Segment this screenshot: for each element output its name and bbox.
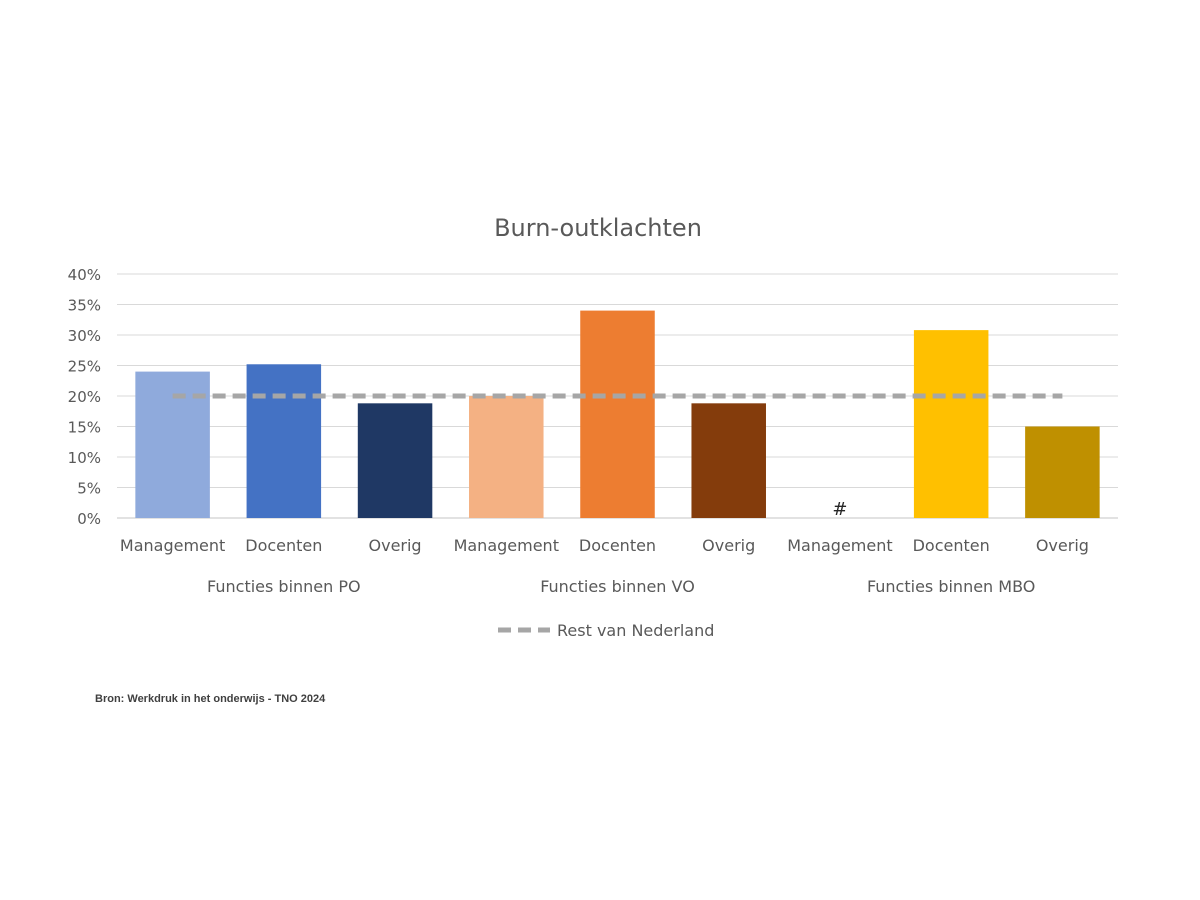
legend: Rest van Nederland bbox=[498, 621, 714, 640]
x-tick-label: Docenten bbox=[579, 536, 656, 555]
chart-title: Burn-outklachten bbox=[494, 214, 702, 242]
group-label: Functies binnen VO bbox=[540, 577, 695, 596]
y-tick-label: 35% bbox=[68, 297, 101, 315]
bars: # bbox=[135, 310, 1100, 520]
y-tick-label: 30% bbox=[68, 327, 101, 345]
bar bbox=[1025, 426, 1100, 518]
group-label: Functies binnen MBO bbox=[867, 577, 1035, 596]
x-tick-label: Overig bbox=[702, 536, 755, 555]
bar bbox=[469, 396, 544, 518]
bar bbox=[246, 364, 322, 518]
x-tick-label: Management bbox=[454, 536, 559, 555]
bar bbox=[357, 403, 433, 518]
y-tick-label: 40% bbox=[68, 266, 101, 284]
group-label: Functies binnen PO bbox=[207, 577, 361, 596]
y-tick-label: 0% bbox=[77, 510, 101, 528]
y-tick-label: 10% bbox=[68, 449, 101, 467]
y-axis-tick-labels: 0% 5% 10% 15% 20% 25% 30% 35% 40% bbox=[68, 266, 101, 528]
x-tick-label: Overig bbox=[1036, 536, 1089, 555]
bar bbox=[913, 330, 989, 518]
y-tick-label: 15% bbox=[68, 419, 101, 437]
bar bbox=[691, 403, 766, 518]
x-tick-label: Docenten bbox=[913, 536, 990, 555]
x-axis-category-labels: Management Docenten Overig Management Docent… bbox=[120, 536, 1089, 555]
x-axis-group-labels: Functies binnen PO Functies binnen VO Func… bbox=[207, 577, 1035, 596]
y-tick-label: 25% bbox=[68, 358, 101, 376]
x-tick-label: Management bbox=[787, 536, 892, 555]
y-tick-label: 5% bbox=[77, 480, 101, 498]
bar bbox=[580, 310, 655, 518]
y-tick-label: 20% bbox=[68, 388, 101, 406]
x-tick-label: Overig bbox=[369, 536, 422, 555]
no-data-marker: # bbox=[832, 499, 847, 520]
x-tick-label: Management bbox=[120, 536, 225, 555]
source-note: Bron: Werkdruk in het onderwijs - TNO 20… bbox=[95, 693, 326, 705]
x-tick-label: Docenten bbox=[245, 536, 322, 555]
legend-label: Rest van Nederland bbox=[557, 621, 714, 640]
